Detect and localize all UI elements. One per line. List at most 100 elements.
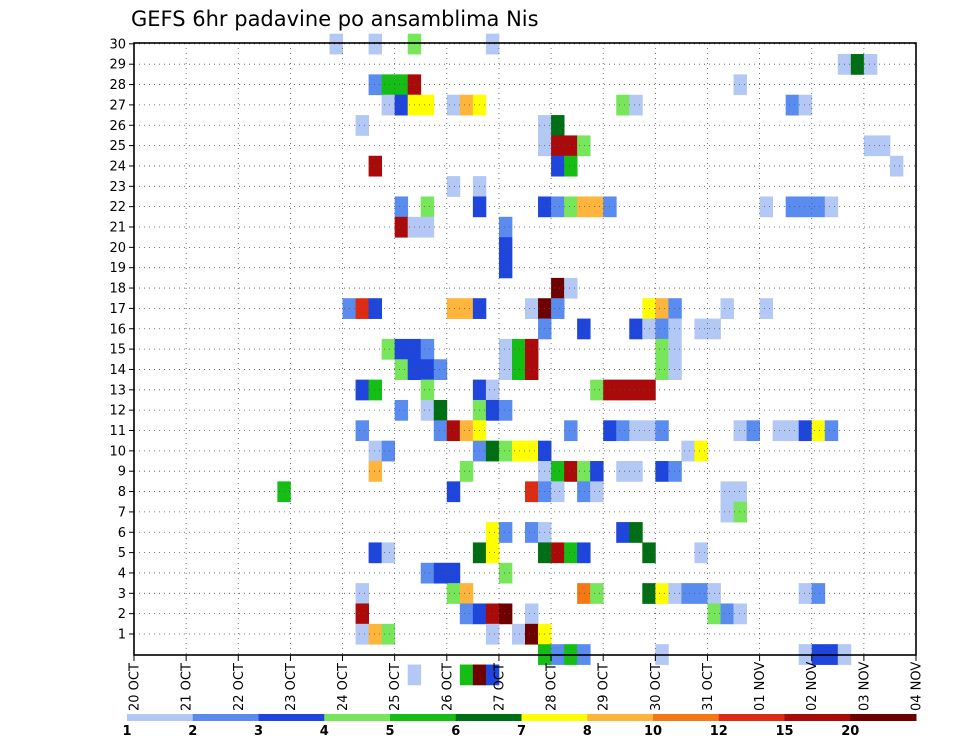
heatmap-cell bbox=[355, 583, 369, 604]
colorbar-segment bbox=[850, 714, 917, 721]
heatmap-cell bbox=[511, 359, 526, 381]
y-tick-label: 18 bbox=[109, 282, 126, 297]
heatmap-cell bbox=[850, 54, 865, 75]
heatmap-cell bbox=[577, 542, 591, 564]
heatmap-cell bbox=[472, 664, 487, 686]
heatmap-cell bbox=[655, 583, 669, 604]
x-tick-label: 25 OCT bbox=[388, 663, 403, 711]
heatmap-cell bbox=[394, 196, 409, 218]
x-tick-label: 23 OCT bbox=[284, 663, 299, 711]
heatmap-cell bbox=[759, 196, 774, 218]
heatmap-cell bbox=[798, 583, 813, 604]
heatmap-cell bbox=[759, 298, 774, 319]
heatmap-cell bbox=[407, 664, 422, 686]
grid-lines bbox=[134, 43, 916, 655]
heatmap-cell bbox=[459, 298, 474, 319]
heatmap-cell bbox=[577, 196, 591, 218]
heatmap-cell bbox=[863, 54, 878, 75]
heatmap-cell bbox=[824, 420, 839, 442]
heatmap-cell bbox=[551, 298, 565, 319]
heatmap-cell bbox=[446, 420, 461, 442]
heatmap-cell bbox=[420, 94, 435, 116]
heatmap-cell bbox=[577, 318, 591, 340]
heatmap-cell bbox=[798, 94, 813, 116]
x-tick-label: 24 OCT bbox=[336, 663, 351, 711]
heatmap-cell bbox=[485, 664, 500, 686]
heatmap-cell bbox=[498, 359, 513, 381]
heatmap-cell bbox=[485, 603, 500, 625]
heatmap-cell bbox=[525, 623, 539, 645]
heatmap-cell bbox=[498, 237, 513, 258]
heatmap-cell bbox=[433, 420, 448, 442]
heatmap-cell bbox=[551, 135, 565, 157]
heatmap-cell bbox=[498, 562, 513, 584]
colorbar-segment bbox=[784, 714, 851, 721]
heatmap-cell bbox=[368, 298, 383, 319]
heatmap-cell bbox=[525, 440, 539, 462]
heatmap-cell bbox=[798, 196, 813, 218]
y-tick-label: 7 bbox=[118, 505, 126, 520]
heatmap-cell bbox=[420, 379, 435, 401]
colorbar-label: 15 bbox=[775, 724, 793, 739]
colorbar-label: 1 bbox=[122, 724, 131, 739]
heatmap-cell bbox=[498, 216, 513, 238]
heatmap-cell bbox=[511, 623, 526, 645]
heatmap-cell bbox=[485, 379, 500, 401]
heatmap-cell bbox=[485, 542, 500, 564]
y-tick-label: 10 bbox=[109, 444, 126, 459]
heatmap-cell bbox=[824, 196, 839, 218]
heatmap-cell bbox=[668, 461, 682, 482]
heatmap-cell bbox=[811, 420, 826, 442]
y-tick-label: 21 bbox=[109, 221, 126, 236]
chart-title: GEFS 6hr padavine po ansamblima Nis bbox=[131, 7, 539, 31]
x-tick-label: 21 OCT bbox=[180, 663, 195, 711]
heatmap-cell bbox=[694, 318, 708, 340]
x-tick-label: 03 NOV bbox=[857, 662, 872, 711]
heatmap-cell bbox=[355, 623, 369, 645]
heatmap-cell bbox=[433, 399, 448, 421]
heatmap-cell bbox=[564, 461, 578, 482]
x-tick-label: 04 NOV bbox=[910, 662, 925, 711]
heatmap-cell bbox=[551, 196, 565, 218]
colorbar-segment bbox=[587, 714, 654, 721]
x-tick-label: 01 NOV bbox=[753, 662, 768, 711]
heatmap-cell bbox=[368, 440, 383, 462]
heatmap-cell bbox=[446, 481, 461, 503]
colorbar-label: 10 bbox=[644, 724, 662, 739]
heatmap-cell bbox=[616, 420, 630, 442]
heatmap-cell bbox=[629, 461, 643, 482]
heatmap-cell bbox=[485, 522, 500, 543]
y-tick-label: 29 bbox=[109, 58, 126, 73]
heatmap-cell bbox=[785, 420, 800, 442]
heatmap-cell bbox=[551, 461, 565, 482]
colorbar-label: 12 bbox=[710, 724, 728, 739]
y-tick-label: 20 bbox=[109, 241, 126, 256]
heatmap-cell bbox=[811, 583, 826, 604]
heatmap-cell bbox=[420, 338, 435, 360]
y-tick-label: 23 bbox=[109, 180, 126, 195]
heatmap-cell bbox=[551, 115, 565, 136]
heatmap-cell bbox=[394, 216, 409, 238]
heatmap-cell bbox=[798, 420, 813, 442]
heatmap-cell bbox=[733, 420, 747, 442]
heatmap-cell bbox=[420, 399, 435, 421]
heatmap-cell bbox=[564, 420, 578, 442]
colorbar-segment bbox=[455, 714, 522, 721]
heatmap-cell bbox=[485, 399, 500, 421]
heatmap-cell bbox=[720, 481, 734, 503]
y-tick-label: 26 bbox=[109, 119, 126, 134]
heatmap-cell bbox=[655, 298, 669, 319]
heatmap-cell bbox=[668, 338, 682, 360]
heatmap-cell bbox=[329, 33, 343, 55]
heatmap-cell bbox=[446, 176, 461, 197]
heatmap-cell bbox=[485, 33, 500, 55]
heatmap-cell bbox=[564, 135, 578, 157]
heatmap-cell bbox=[498, 399, 513, 421]
heatmap-cell bbox=[655, 338, 669, 360]
heatmap-cell bbox=[655, 420, 669, 442]
heatmap-cell bbox=[863, 135, 878, 157]
heatmap-cell bbox=[459, 94, 474, 116]
heatmap-cell bbox=[655, 318, 669, 340]
heatmap-cell bbox=[459, 461, 474, 482]
heatmap-cell bbox=[577, 461, 591, 482]
